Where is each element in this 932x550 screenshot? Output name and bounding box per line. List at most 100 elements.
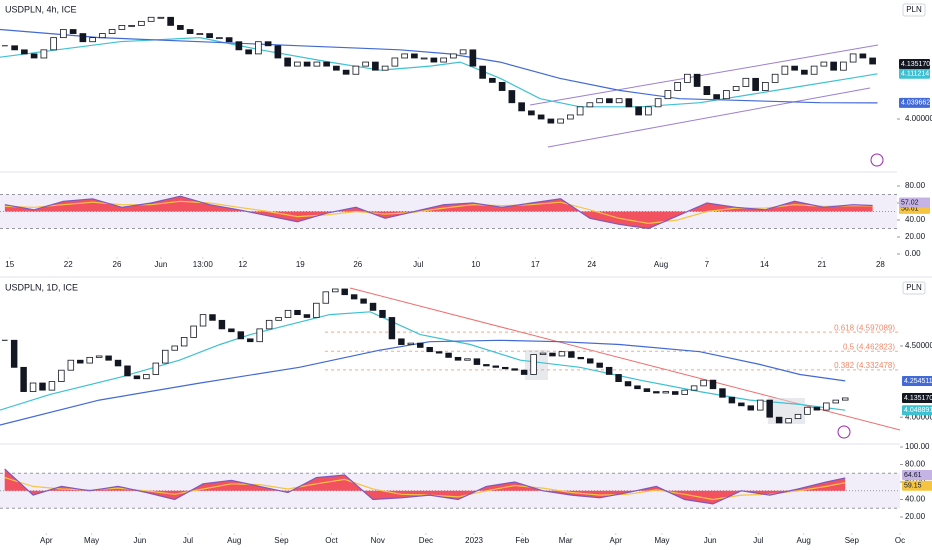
candle [454,356,462,361]
x-tick-label: Apr [40,536,53,545]
x-tick-label: Jun [704,536,717,545]
candle [391,57,399,67]
candle [690,385,698,391]
y-tick-label: 0.00 [905,249,921,258]
currency-box [902,3,926,17]
candle [785,418,792,424]
ma-value-label: 4.254511 [904,378,932,385]
candle [654,98,662,108]
rsi-line [4,468,846,505]
fib-label: 0.5 (4.462823) [843,342,895,351]
candle [10,339,18,368]
candle [21,49,28,55]
candle [479,65,486,79]
candle [199,314,207,327]
candle [177,25,184,30]
candle [719,388,726,398]
candle [294,61,301,67]
x-tick-label: Aug [797,536,811,545]
candle [489,77,496,83]
candle [294,309,301,316]
candle [469,49,477,67]
candle [709,379,717,390]
candle [79,33,87,43]
y-tick-label: 40.00 [905,495,926,504]
ma-value-label: 4.111214 [901,71,929,78]
fib-label: 0.618 (4.597089) [834,323,895,332]
candle [586,102,594,108]
price-value-label: 4.135170 [901,61,930,68]
candle [539,352,547,355]
candle [152,362,160,375]
candle [180,337,188,347]
candle [303,61,311,67]
moving-average [0,311,846,411]
price-value-label: 4.135170 [904,395,932,402]
candle [235,41,243,51]
x-tick-label: May [654,536,669,545]
candle [303,314,311,318]
candle [216,37,223,40]
candle [832,399,840,404]
candle [411,53,418,59]
candle [388,317,396,340]
x-tick-label: 26 [113,260,122,269]
candle [813,406,821,411]
candle [634,385,641,390]
candle [40,49,48,59]
candle [849,53,857,63]
candle [133,375,141,380]
y-tick-label: 100.00 [905,442,930,451]
x-tick-label: Aug [227,536,241,545]
candle [157,16,165,19]
candle [379,309,386,318]
candle [350,294,358,300]
candle [332,288,339,293]
candle [360,298,367,304]
trend-line [349,287,901,431]
candle [352,65,360,75]
candle [372,61,379,71]
candle [624,381,632,387]
candle [190,325,197,338]
signal-value-label: 59.15 [904,483,922,490]
price-value-label-bg [899,59,930,70]
x-tick-label: 22 [64,260,73,269]
candle [615,98,623,104]
channel-lower [547,87,871,148]
candle [747,405,755,411]
candle [206,33,213,39]
candle [196,33,204,35]
x-tick-label: Mar [559,536,573,545]
x-tick-label: Feb [515,536,529,545]
candle [284,57,291,67]
candle [766,399,773,418]
candle [186,29,194,34]
candle [577,356,585,360]
candle [703,86,711,96]
alert-icon[interactable] [870,153,884,167]
candle [147,16,155,22]
candle [323,61,330,67]
candle [492,365,500,368]
candle [606,98,613,104]
candle [605,366,613,375]
x-tick-label: 17 [531,260,540,269]
candle [118,25,126,30]
candle [398,338,405,345]
candle [830,61,837,71]
candle [30,53,38,59]
x-tick-label: May [84,536,99,545]
price-value-label-bg [902,392,932,403]
candle [342,69,350,75]
signal-value-label: 56.61 [901,206,919,213]
candle [459,49,467,55]
alert-icon[interactable] [837,425,851,439]
candle [256,328,263,343]
candle [275,317,282,321]
candle [804,406,811,415]
x-tick-label: Aug [654,260,668,269]
candle [625,98,633,108]
candle [869,57,876,65]
